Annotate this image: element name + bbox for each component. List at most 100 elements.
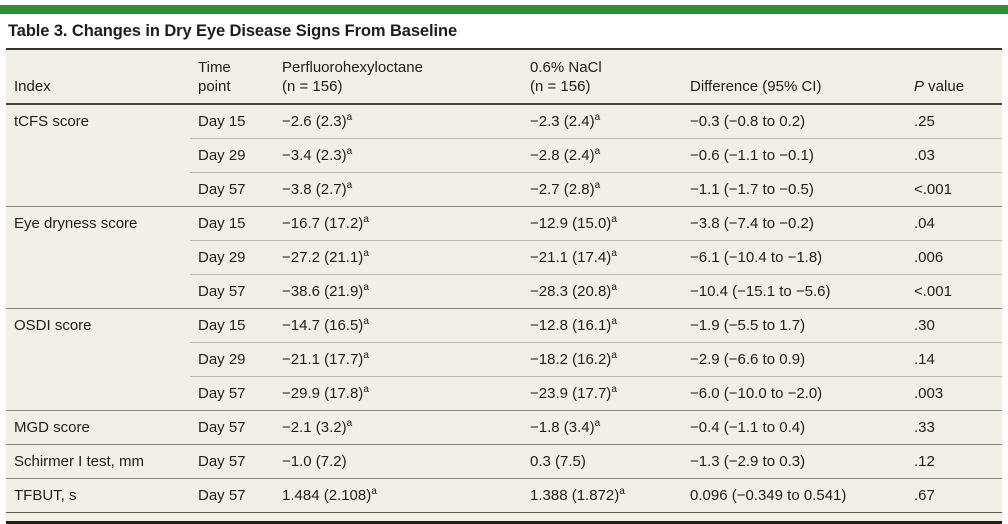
cell-difference: −1.9 (−5.5 to 1.7) xyxy=(682,308,906,343)
cell-time-point: Day 29 xyxy=(190,138,274,173)
footnote-marker: a xyxy=(346,146,353,157)
cell-nacl: −21.1 (17.4)a xyxy=(522,240,682,275)
cell-time-point: Day 15 xyxy=(190,308,274,343)
cell-pfho: −27.2 (21.1)a xyxy=(274,240,522,275)
cell-time-point: Day 57 xyxy=(190,478,274,513)
cell-p-value: .04 xyxy=(906,206,1002,241)
table-row: Day 57 −29.9 (17.8)a −23.9 (17.7)a −6.0 … xyxy=(6,376,1002,411)
table-row: MGD score Day 57 −2.1 (3.2)a −1.8 (3.4)a… xyxy=(6,410,1002,445)
cell-nacl: −23.9 (17.7)a xyxy=(522,376,682,411)
cell-time-point: Day 15 xyxy=(198,113,246,130)
dry-eye-signs-table: Index Time point Perfluorohexyloctane (n… xyxy=(6,48,1002,524)
cell-pfho: −3.4 (2.3)a xyxy=(274,138,522,173)
cell-p-value: <.001 xyxy=(906,172,1002,207)
cell-index: OSDI score xyxy=(6,308,190,411)
cell-nacl: −12.9 (15.0)a xyxy=(522,206,682,241)
table-title: Table 3. Changes in Dry Eye Disease Sign… xyxy=(8,22,458,40)
cell-difference: −2.9 (−6.6 to 0.9) xyxy=(682,342,906,377)
cell-difference: −0.3 (−0.8 to 0.2) xyxy=(690,113,806,130)
cell-time-point: Day 57 xyxy=(190,376,274,411)
cell-difference: −0.4 (−1.1 to 0.4) xyxy=(682,410,906,445)
cell-p-value: <.001 xyxy=(906,274,1002,309)
header-nacl: 0.6% NaCl (n = 156) xyxy=(522,49,682,105)
footnote-marker: a xyxy=(363,282,369,293)
cell-pfho: −16.7 (17.2)a xyxy=(274,206,522,241)
header-row: Index Time point Perfluorohexyloctane (n… xyxy=(6,49,1002,105)
cell-p-value: .003 xyxy=(906,376,1002,411)
footnote-marker: a xyxy=(363,316,369,327)
footnote-marker: a xyxy=(371,486,377,497)
header-p-value: P value xyxy=(906,49,1002,105)
footnote-marker: a xyxy=(363,350,369,361)
cell-time-point: Day 57 xyxy=(190,410,274,445)
cell-index: TFBUT, s xyxy=(6,478,190,513)
footnote-marker: a xyxy=(611,350,617,361)
cell-nacl: −2.7 (2.8)a xyxy=(522,172,682,207)
cell-p-value: .67 xyxy=(906,478,1002,513)
cell-p-value: .03 xyxy=(906,138,1002,173)
footnote-marker: a xyxy=(594,112,601,123)
footnote-marker: a xyxy=(346,180,353,191)
cell-p-value: .25 xyxy=(914,113,935,130)
table-row: TFBUT, s Day 57 1.484 (2.108)a 1.388 (1.… xyxy=(6,478,1002,513)
table-bottom-rule xyxy=(6,512,1002,524)
cell-nacl: −2.3 (2.4)a xyxy=(530,112,601,131)
footnote-marker: a xyxy=(611,282,617,293)
footnote-marker: a xyxy=(611,384,617,395)
cell-difference: −6.1 (−10.4 to −1.8) xyxy=(682,240,906,275)
cell-difference: −3.8 (−7.4 to −0.2) xyxy=(682,206,906,241)
table-row: Day 57 −3.8 (2.7)a −2.7 (2.8)a −1.1 (−1.… xyxy=(6,172,1002,207)
table-row: Schirmer I test, mm Day 57 −1.0 (7.2) 0.… xyxy=(6,444,1002,479)
cell-nacl: −12.8 (16.1)a xyxy=(522,308,682,343)
cell-p-value: .33 xyxy=(906,410,1002,445)
cell-pfho: −1.0 (7.2) xyxy=(274,444,522,479)
cell-pfho: −2.1 (3.2)a xyxy=(274,410,522,445)
header-difference: Difference (95% CI) xyxy=(682,49,906,105)
header-index: Index xyxy=(6,49,190,105)
table-row: Day 29 −3.4 (2.3)a −2.8 (2.4)a −0.6 (−1.… xyxy=(6,138,1002,173)
footnote-marker: a xyxy=(363,384,369,395)
cell-p-value: .12 xyxy=(906,444,1002,479)
cell-p-value: .30 xyxy=(906,308,1002,343)
cell-time-point: Day 29 xyxy=(190,240,274,275)
footnote-marker: a xyxy=(611,316,617,327)
cell-difference: −10.4 (−15.1 to −5.6) xyxy=(682,274,906,309)
cell-nacl: 0.3 (7.5) xyxy=(522,444,682,479)
header-time-point: Time point xyxy=(190,49,274,105)
cell-pfho: −3.8 (2.7)a xyxy=(274,172,522,207)
cell-p-value: .14 xyxy=(906,342,1002,377)
cell-index: Schirmer I test, mm xyxy=(6,444,190,479)
cell-time-point: Day 57 xyxy=(190,172,274,207)
accent-bar xyxy=(0,5,1008,14)
footnote-marker: a xyxy=(363,214,369,225)
footnote-marker: a xyxy=(363,248,369,259)
cell-difference: 0.096 (−0.349 to 0.541) xyxy=(682,478,906,513)
cell-pfho: −38.6 (21.9)a xyxy=(274,274,522,309)
table-header: Index Time point Perfluorohexyloctane (n… xyxy=(6,49,1002,105)
cell-difference: −0.6 (−1.1 to −0.1) xyxy=(682,138,906,173)
cell-time-point: Day 29 xyxy=(190,342,274,377)
footnote-marker: a xyxy=(611,214,617,225)
table-row: Day 29 −21.1 (17.7)a −18.2 (16.2)a −2.9 … xyxy=(6,342,1002,377)
footnote-marker: a xyxy=(619,486,625,497)
table-row: Day 57 −38.6 (21.9)a −28.3 (20.8)a −10.4… xyxy=(6,274,1002,309)
table-row: tCFS score Day 15 −2.6 (2.3)a −2.3 (2.4)… xyxy=(6,104,1002,139)
header-perfluorohexyloctane: Perfluorohexyloctane (n = 156) xyxy=(274,49,522,105)
cell-pfho: 1.484 (2.108)a xyxy=(274,478,522,513)
footnote-marker: a xyxy=(594,418,601,429)
cell-nacl: −1.8 (3.4)a xyxy=(522,410,682,445)
cell-index: Eye dryness score xyxy=(6,206,190,309)
cell-difference: −1.1 (−1.7 to −0.5) xyxy=(682,172,906,207)
cell-index: MGD score xyxy=(6,410,190,445)
cell-p-value: .006 xyxy=(906,240,1002,275)
cell-nacl: −18.2 (16.2)a xyxy=(522,342,682,377)
cell-nacl: 1.388 (1.872)a xyxy=(522,478,682,513)
table-row: Day 29 −27.2 (21.1)a −21.1 (17.4)a −6.1 … xyxy=(6,240,1002,275)
cell-time-point: Day 57 xyxy=(190,444,274,479)
footnote-marker: a xyxy=(594,146,601,157)
table-row: OSDI score Day 15 −14.7 (16.5)a −12.8 (1… xyxy=(6,308,1002,411)
cell-time-point: Day 57 xyxy=(190,274,274,309)
cell-difference: −1.3 (−2.9 to 0.3) xyxy=(682,444,906,479)
table-row: Eye dryness score Day 15 −16.7 (17.2)a −… xyxy=(6,206,1002,309)
cell-pfho: −14.7 (16.5)a xyxy=(274,308,522,343)
